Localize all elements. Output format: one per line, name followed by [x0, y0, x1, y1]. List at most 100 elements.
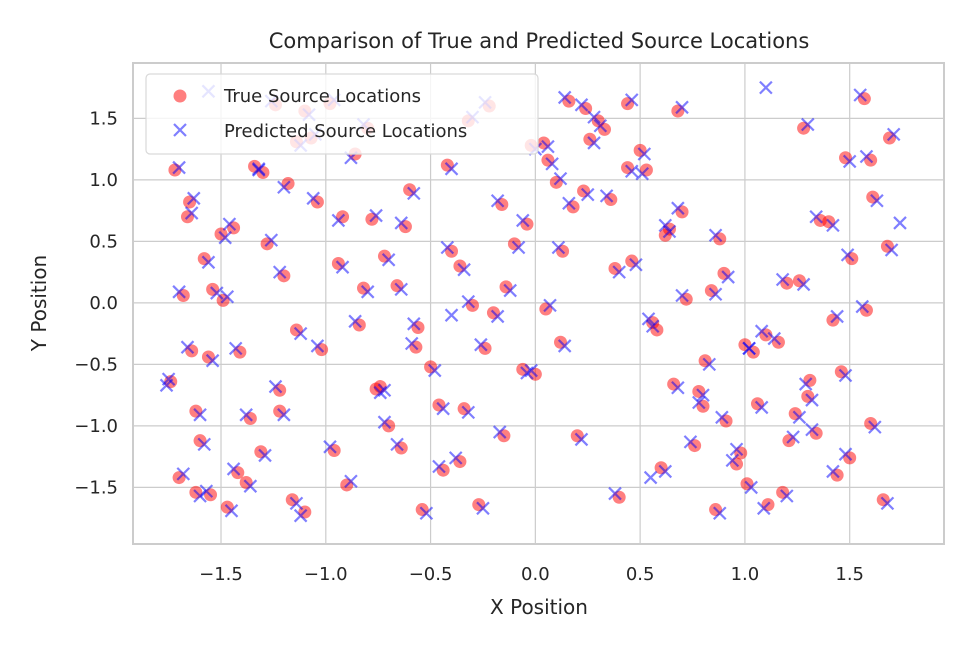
- predicted-location-point: [289, 496, 304, 511]
- predicted-location-point: [868, 420, 882, 434]
- predicted-location-point: [193, 408, 207, 422]
- predicted-location-point: [476, 501, 490, 516]
- predicted-location-point: [624, 164, 639, 179]
- predicted-location-point: [838, 447, 853, 461]
- x-axis-label: X Position: [490, 595, 588, 619]
- predicted-location-point: [553, 171, 568, 186]
- y-axis-label: Y Position: [27, 255, 51, 352]
- predicted-location-point: [671, 380, 685, 395]
- x-tick-label: −1.0: [304, 564, 348, 585]
- predicted-location-point: [742, 341, 756, 356]
- predicted-location-point: [545, 157, 559, 171]
- predicted-location-point: [277, 180, 291, 195]
- predicted-location-point: [721, 270, 735, 284]
- predicted-location-point: [702, 357, 717, 372]
- predicted-location-point: [226, 462, 241, 476]
- predicted-location-point: [193, 489, 207, 503]
- predicted-location-point: [419, 506, 434, 521]
- predicted-location-point: [635, 166, 650, 181]
- predicted-location-point: [492, 425, 507, 439]
- predicted-location-point: [218, 230, 232, 245]
- predicted-location-point: [394, 216, 409, 230]
- predicted-location-point: [511, 240, 526, 255]
- predicted-location-point: [186, 191, 201, 206]
- predicted-location-point: [629, 257, 643, 272]
- predicted-location-point: [172, 285, 186, 299]
- x-axis-ticks: −1.5 −1.0 −0.5 0.0 0.5 1.0 1.5: [199, 564, 864, 585]
- predicted-location-point: [775, 272, 790, 287]
- predicted-location-point: [840, 248, 855, 262]
- predicted-location-point: [348, 314, 362, 329]
- predicted-location-point: [172, 160, 186, 175]
- predicted-location-point: [658, 464, 673, 479]
- predicted-location-point: [599, 189, 614, 203]
- predicted-location-point: [880, 496, 895, 511]
- predicted-location-point: [826, 218, 840, 233]
- predicted-location-point: [671, 201, 685, 215]
- predicted-location-point: [645, 319, 660, 334]
- y-tick-label: 1.0: [89, 170, 118, 191]
- predicted-location-point: [331, 213, 346, 228]
- predicted-location-point: [407, 186, 421, 201]
- predicted-location-point: [715, 410, 729, 425]
- predicted-location-point: [692, 395, 706, 410]
- predicted-location-point: [268, 379, 283, 394]
- chart-title: Comparison of True and Predicted Source …: [269, 29, 810, 53]
- predicted-location-point: [444, 162, 459, 176]
- predicted-location-point: [801, 117, 815, 132]
- predicted-location-point: [457, 262, 471, 277]
- predicted-location-point: [838, 368, 853, 383]
- predicted-location-point: [757, 501, 771, 516]
- predicted-location-point: [637, 147, 652, 161]
- predicted-location-point: [243, 479, 258, 493]
- predicted-location-point: [884, 243, 899, 257]
- predicted-location-point: [725, 453, 740, 468]
- predicted-location-point: [612, 265, 626, 279]
- predicted-location-point: [197, 437, 212, 452]
- y-axis-ticks: −1.5 −1.0 −0.5 0.0 0.5 1.0 1.5: [74, 108, 118, 498]
- y-tick-label: 0.5: [89, 231, 118, 252]
- x-tick-label: 0.5: [626, 564, 655, 585]
- legend: True Source Locations Predicted Source L…: [145, 73, 539, 155]
- predicted-location-point: [461, 405, 476, 420]
- x-tick-label: 0.0: [521, 564, 550, 585]
- predicted-location-point: [293, 326, 308, 341]
- predicted-location-point: [390, 437, 404, 452]
- predicted-location-point: [608, 486, 622, 501]
- predicted-location-point: [683, 435, 698, 449]
- y-tick-label: 1.5: [89, 108, 118, 129]
- predicted-location-point: [675, 288, 689, 303]
- predicted-location-point: [373, 385, 388, 400]
- predicted-location-point: [624, 93, 639, 107]
- predicted-location-point: [369, 208, 383, 223]
- predicted-location-point: [641, 312, 656, 326]
- predicted-location-point: [643, 470, 658, 485]
- predicted-location-point: [593, 118, 608, 133]
- predicted-location-point: [360, 285, 375, 299]
- x-tick-label: 1.0: [731, 564, 760, 585]
- true-location-point: [168, 163, 182, 177]
- predicted-location-point: [708, 228, 723, 243]
- predicted-location-point: [461, 294, 476, 309]
- predicted-location-point: [541, 139, 555, 154]
- predicted-location-point: [805, 393, 819, 407]
- predicted-location-point: [180, 340, 195, 354]
- predicted-location-point: [557, 339, 572, 353]
- y-tick-label: −0.5: [74, 354, 118, 375]
- predicted-location-point: [662, 224, 677, 239]
- predicted-location-point: [377, 415, 392, 429]
- predicted-location-point: [859, 149, 874, 164]
- predicted-location-point: [796, 277, 811, 292]
- predicted-location-point: [201, 255, 216, 270]
- predicted-location-point: [272, 265, 287, 279]
- predicted-location-point: [557, 90, 572, 105]
- predicted-location-point: [251, 162, 266, 176]
- predicted-location-point: [306, 191, 320, 206]
- legend-predicted-marker: [173, 123, 187, 137]
- predicted-location-point: [574, 432, 589, 447]
- predicted-location-point: [886, 127, 901, 142]
- predicted-location-point: [780, 489, 794, 503]
- predicted-location-point: [729, 442, 744, 457]
- predicted-location-point: [708, 287, 723, 302]
